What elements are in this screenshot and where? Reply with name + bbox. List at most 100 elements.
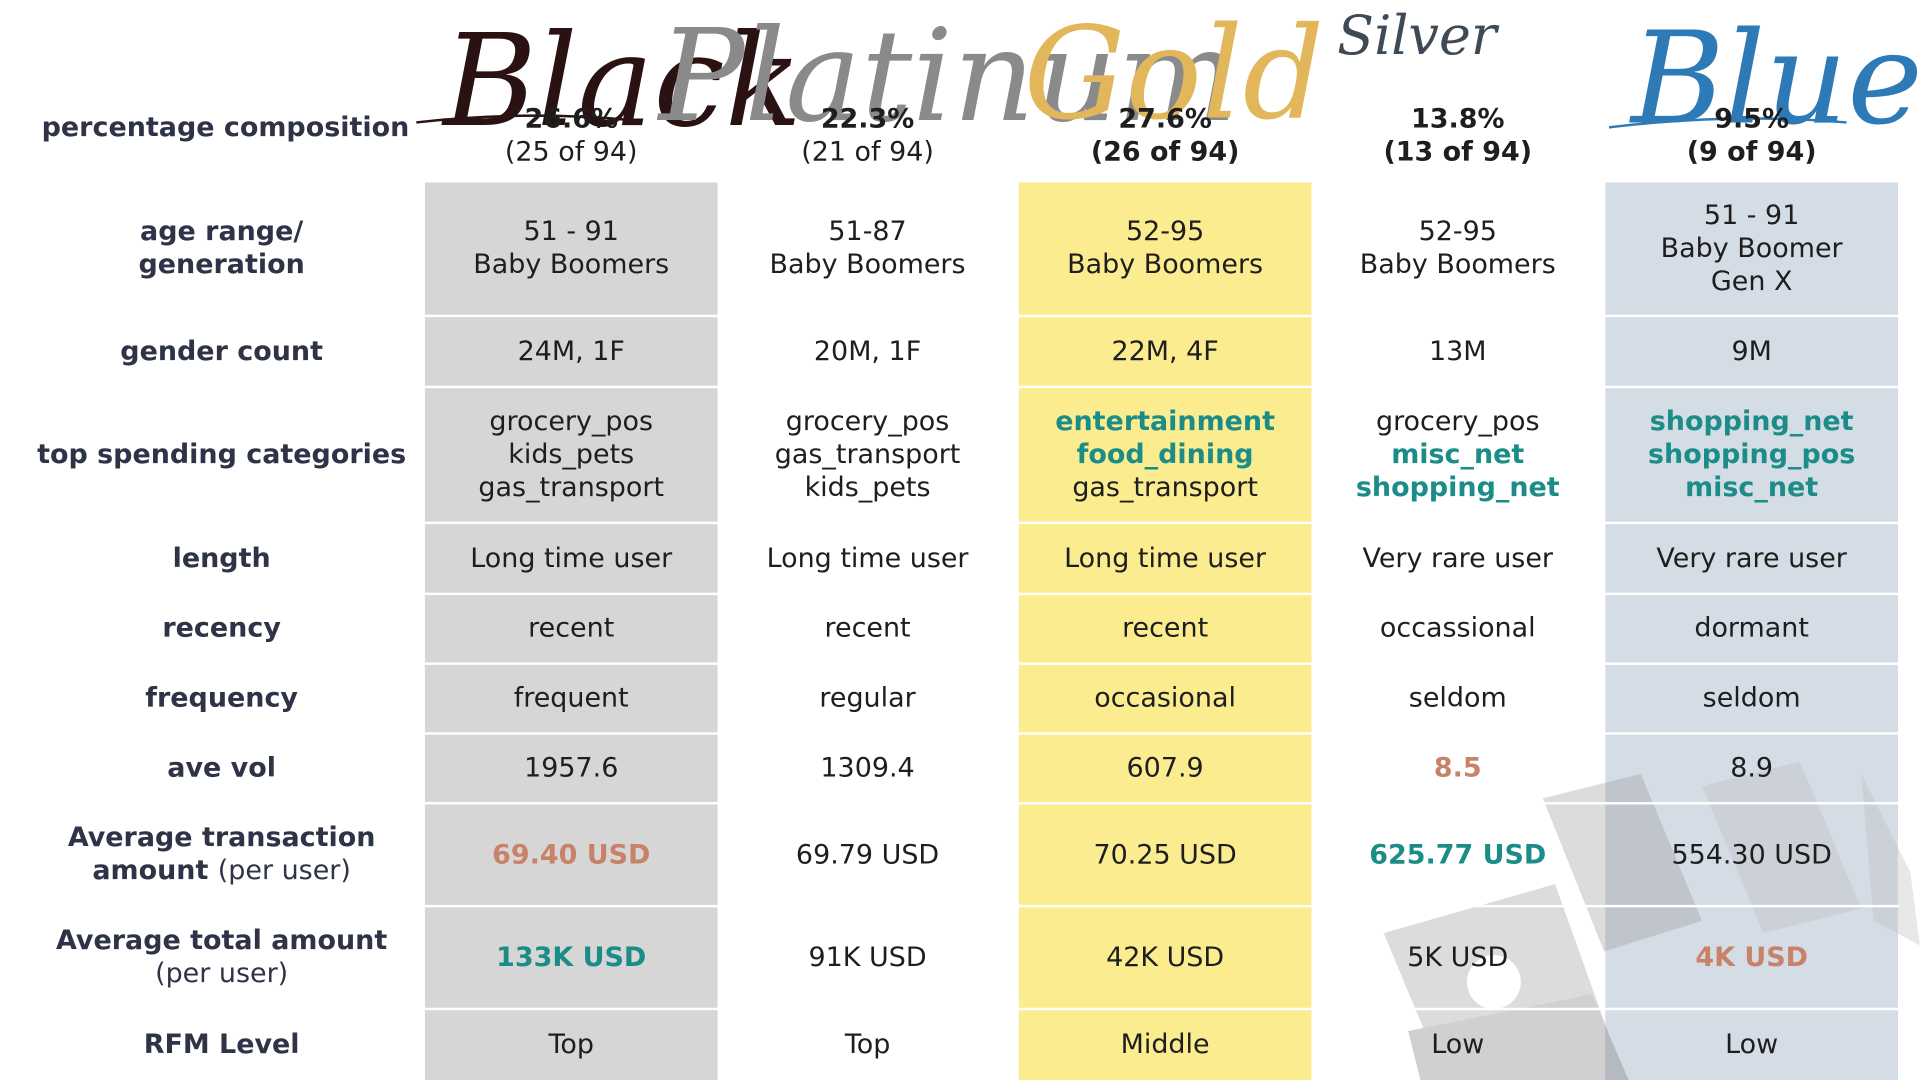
- row-divider: [424, 521, 1900, 525]
- percentage-value: 9.5%: [1714, 104, 1789, 135]
- cell-recency-blue: dormant: [1694, 613, 1809, 645]
- cell-line: 52-95: [1418, 216, 1497, 248]
- percentage-blue: 9.5% (9 of 94): [1605, 103, 1898, 169]
- cell-recency-black: recent: [528, 613, 615, 645]
- cell-line: kids_pets: [508, 439, 635, 471]
- percentage-count: (25 of 94): [504, 137, 638, 168]
- cell-rfm-black: Top: [548, 1029, 594, 1061]
- cell-rfm-blue: Low: [1725, 1029, 1779, 1061]
- row-label-length: length: [172, 543, 271, 574]
- percentage-gold: 27.6% (26 of 94): [1019, 103, 1312, 169]
- cell-line: misc_net: [1685, 472, 1819, 504]
- row-divider: [424, 385, 1900, 389]
- cell-length-silver: Very rare user: [1362, 543, 1553, 574]
- cell-length-black: Long time user: [470, 543, 673, 574]
- cell-frequency-gold: occasional: [1094, 683, 1236, 714]
- cell-line: shopping_net: [1355, 472, 1560, 504]
- row-label-rfm: RFM Level: [143, 1029, 300, 1061]
- cell-line: 51 - 91: [1703, 200, 1800, 231]
- cell-gender-silver: 13M: [1428, 336, 1487, 367]
- percentage-value: 22.3%: [820, 104, 915, 135]
- cell-line: misc_net: [1391, 439, 1525, 471]
- cell-line: 52-95: [1125, 216, 1205, 248]
- cell-line: Baby Boomers: [1359, 249, 1556, 281]
- row-label-avg-total: Average total amount (per user): [56, 925, 388, 990]
- percentage-value: 26.6%: [524, 104, 618, 135]
- cell-avg-total-platinum: 91K USD: [808, 942, 927, 973]
- cell-line: gas_transport: [1072, 472, 1258, 504]
- gold-column-background: [1018, 182, 1312, 1080]
- row-divider: [424, 314, 1900, 318]
- cell-avg-txn-blue: 554.30 USD: [1671, 839, 1832, 871]
- row-label-age: age range/ generation: [138, 216, 305, 281]
- percentage-value: 13.8%: [1411, 104, 1505, 135]
- row-divider: [424, 592, 1900, 596]
- row-label-gender: gender count: [120, 336, 323, 367]
- cell-line: gas_transport: [478, 472, 665, 504]
- cell-avg-txn-silver: 625.77 USD: [1369, 839, 1547, 871]
- cell-avg-txn-platinum: 69.79 USD: [795, 839, 940, 871]
- row-label-percentage: percentage composition: [41, 112, 410, 144]
- percentage-value: 27.6%: [1118, 104, 1212, 135]
- cell-top-spending-platinum: grocery_pos gas_transport kids_pets: [721, 388, 1014, 521]
- cell-line: grocery_pos: [1375, 406, 1540, 438]
- percentage-count: (9 of 94): [1686, 137, 1817, 168]
- cell-avg-txn-gold: 70.25 USD: [1093, 839, 1237, 871]
- row-divider: [424, 732, 1900, 735]
- cell-line: kids_pets: [804, 472, 931, 504]
- percentage-platinum: 22.3% (21 of 94): [721, 103, 1014, 169]
- cell-ave-vol-blue: 8.9: [1730, 753, 1774, 784]
- cell-line: food_dining: [1076, 439, 1254, 471]
- row-divider: [424, 904, 1900, 908]
- cell-frequency-black: frequent: [513, 683, 629, 714]
- row-label-frequency: frequency: [145, 683, 298, 714]
- cell-line: Baby Boomers: [769, 249, 966, 281]
- cell-length-platinum: Long time user: [766, 543, 969, 574]
- cell-age-black: 51 - 91 Baby Boomers: [425, 182, 718, 314]
- cell-rfm-platinum: Top: [844, 1029, 891, 1061]
- cell-recency-gold: recent: [1122, 613, 1209, 645]
- black-column-background: [424, 182, 718, 1080]
- row-label-avg-transaction: Average transaction amount (per user): [67, 822, 376, 887]
- cell-frequency-platinum: regular: [819, 683, 916, 714]
- percentage-count: (13 of 94): [1383, 137, 1533, 168]
- cell-avg-total-silver: 5K USD: [1407, 942, 1509, 973]
- cell-ave-vol-silver: 8.5: [1433, 753, 1482, 784]
- cell-gender-black: 24M, 1F: [517, 336, 625, 367]
- cell-age-platinum: 51-87 Baby Boomers: [721, 182, 1014, 314]
- cell-length-blue: Very rare user: [1656, 543, 1847, 574]
- cell-length-gold: Long time user: [1064, 543, 1267, 574]
- cell-line: 51-87: [828, 216, 907, 248]
- row-divider: [424, 662, 1900, 665]
- blue-flourish: [1608, 117, 1847, 129]
- row-label-ave-vol: ave vol: [167, 753, 276, 784]
- cell-gender-gold: 22M, 4F: [1111, 336, 1219, 367]
- cell-line: Baby Boomers: [473, 249, 670, 281]
- percentage-black: 26.6% (25 of 94): [425, 103, 718, 169]
- cell-recency-silver: occassional: [1379, 613, 1536, 645]
- cell-rfm-gold: Middle: [1120, 1029, 1210, 1061]
- segment-name-platinum: Platinum: [658, 1, 1238, 151]
- row-label-top-spending: top spending categories: [37, 439, 407, 471]
- cell-top-spending-black: grocery_pos kids_pets gas_transport: [425, 388, 718, 521]
- cell-ave-vol-platinum: 1309.4: [820, 753, 915, 784]
- cell-line: grocery_pos: [785, 406, 950, 438]
- cell-top-spending-blue: shopping_net shopping_pos misc_net: [1605, 388, 1898, 521]
- percentage-count: (26 of 94): [1090, 137, 1240, 168]
- cell-line: entertainment: [1055, 406, 1275, 438]
- cell-line: Baby Boomers: [1067, 249, 1264, 281]
- row-divider: [424, 1007, 1900, 1011]
- percentage-silver: 13.8% (13 of 94): [1311, 103, 1604, 169]
- cell-avg-total-blue: 4K USD: [1695, 942, 1808, 973]
- cell-avg-total-black: 133K USD: [496, 942, 647, 973]
- row-divider: [424, 802, 1900, 805]
- segment-name-gold: Gold: [1023, 0, 1325, 149]
- cell-ave-vol-gold: 607.9: [1126, 753, 1204, 784]
- cell-top-spending-silver: grocery_pos misc_net shopping_net: [1311, 388, 1604, 521]
- cell-line: shopping_net: [1649, 406, 1854, 438]
- cell-avg-txn-black: 69.40 USD: [492, 839, 651, 871]
- cell-frequency-silver: seldom: [1408, 683, 1507, 714]
- cell-line: grocery_pos: [489, 406, 654, 438]
- cell-gender-blue: 9M: [1731, 336, 1772, 367]
